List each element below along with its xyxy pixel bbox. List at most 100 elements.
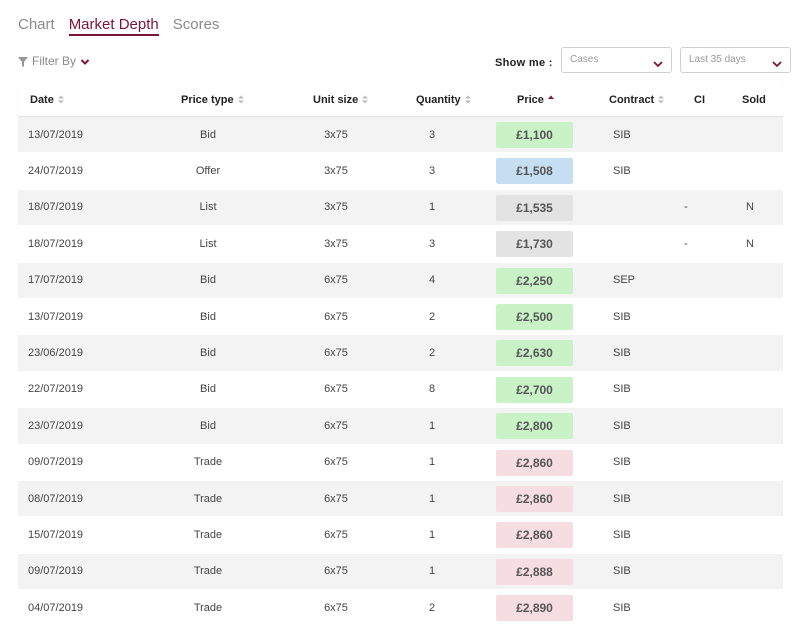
cell-sold bbox=[742, 263, 758, 298]
cell-date: 08/07/2019 bbox=[28, 492, 84, 505]
cell-sold bbox=[742, 372, 758, 407]
cell-contract bbox=[613, 226, 653, 261]
cell-ci: - bbox=[684, 201, 688, 214]
cell-price-type: List bbox=[199, 201, 217, 214]
cell-price-type: Offer bbox=[195, 165, 221, 178]
cell-unit-size: 3x75 bbox=[324, 165, 348, 178]
cell-unit-size: 6x75 bbox=[324, 528, 348, 541]
cell-quantity: 3 bbox=[428, 128, 436, 141]
cell-quantity: 4 bbox=[428, 274, 436, 287]
table-row: 23/07/2019 Bid 6x75 1 £2,800 SIB bbox=[18, 408, 783, 445]
cell-unit-size: 3x75 bbox=[324, 201, 348, 214]
tab-chart[interactable]: Chart bbox=[18, 16, 55, 33]
column-label: Contract bbox=[609, 93, 655, 106]
tab-market-depth[interactable]: Market Depth bbox=[68, 14, 159, 36]
view-tabs: Chart Market Depth Scores bbox=[18, 14, 219, 36]
cell-price-type: Trade bbox=[193, 456, 223, 469]
cell-ci bbox=[678, 299, 694, 334]
column-label: Price bbox=[517, 93, 544, 106]
filter-icon bbox=[18, 56, 28, 67]
cell-date: 13/07/2019 bbox=[28, 128, 84, 141]
filter-by-toggle[interactable]: Filter By bbox=[18, 54, 90, 68]
cell-price-type: Trade bbox=[193, 565, 223, 578]
cell-contract: SIB bbox=[613, 565, 631, 578]
cell-price-type: Trade bbox=[193, 528, 223, 541]
column-label: Price type bbox=[181, 93, 234, 106]
cell-unit-size: 6x75 bbox=[324, 274, 348, 287]
price-badge: £2,888 bbox=[496, 558, 573, 585]
price-badge: £1,535 bbox=[496, 194, 573, 221]
cell-ci bbox=[678, 263, 694, 298]
table-row: 04/07/2019 Trade 6x75 2 £2,890 SIB bbox=[18, 590, 783, 626]
column-label: Unit size bbox=[313, 93, 359, 106]
price-badge: £2,800 bbox=[496, 413, 573, 440]
price-badge: £2,860 bbox=[496, 485, 573, 512]
price-badge: £2,860 bbox=[496, 522, 573, 549]
cell-ci bbox=[678, 554, 694, 589]
unit-select[interactable]: Cases bbox=[561, 47, 672, 73]
cell-sold bbox=[742, 408, 758, 443]
price-badge: £1,100 bbox=[496, 122, 573, 148]
cell-ci bbox=[678, 408, 694, 443]
column-label: Date bbox=[30, 93, 54, 106]
price-badge: £2,890 bbox=[496, 595, 573, 622]
cell-contract: SIB bbox=[613, 128, 631, 141]
sort-icon bbox=[362, 95, 369, 104]
cell-contract: SIB bbox=[613, 601, 631, 614]
cell-contract: SIB bbox=[613, 456, 631, 469]
cell-sold bbox=[742, 554, 758, 589]
cell-quantity: 3 bbox=[428, 165, 436, 178]
column-header-contract[interactable]: Contract bbox=[609, 82, 665, 117]
table-row: 17/07/2019 Bid 6x75 4 £2,250 SEP bbox=[18, 262, 783, 299]
price-badge: £2,630 bbox=[496, 340, 573, 367]
cell-unit-size: 6x75 bbox=[324, 492, 348, 505]
cell-date: 18/07/2019 bbox=[28, 201, 84, 214]
price-badge: £2,700 bbox=[496, 376, 573, 403]
cell-date: 23/06/2019 bbox=[28, 347, 84, 360]
cell-quantity: 2 bbox=[428, 347, 436, 360]
cell-price-type: Bid bbox=[200, 383, 216, 396]
column-label: Sold bbox=[742, 93, 766, 106]
cell-ci bbox=[678, 335, 694, 370]
cell-price-type: Bid bbox=[200, 128, 216, 141]
cell-date: 24/07/2019 bbox=[28, 165, 84, 178]
price-badge: £1,508 bbox=[496, 158, 573, 185]
price-badge: £2,500 bbox=[496, 303, 573, 330]
cell-unit-size: 3x75 bbox=[324, 128, 348, 141]
table-row: 22/07/2019 Bid 6x75 8 £2,700 SIB bbox=[18, 371, 783, 409]
period-select[interactable]: Last 35 days bbox=[680, 47, 791, 73]
cell-price-type: Trade bbox=[193, 492, 223, 505]
cell-contract: SIB bbox=[613, 492, 631, 505]
cell-unit-size: 6x75 bbox=[324, 310, 348, 323]
cell-sold bbox=[742, 299, 758, 334]
sort-icon bbox=[464, 95, 471, 104]
cell-contract: SIB bbox=[613, 165, 631, 178]
column-header-price[interactable]: Price bbox=[517, 82, 554, 117]
cell-quantity: 2 bbox=[428, 310, 436, 323]
sort-asc-icon bbox=[547, 95, 554, 104]
cell-date: 13/07/2019 bbox=[28, 310, 84, 323]
cell-contract: SIB bbox=[613, 419, 631, 432]
tab-scores[interactable]: Scores bbox=[172, 16, 220, 33]
table-row: 15/07/2019 Trade 6x75 1 £2,860 SIB bbox=[18, 517, 783, 554]
column-header-sold: Sold bbox=[742, 82, 766, 117]
cell-ci bbox=[678, 153, 694, 188]
cell-date: 23/07/2019 bbox=[28, 419, 84, 432]
column-header-price-type[interactable]: Price type bbox=[181, 82, 244, 117]
cell-contract: SIB bbox=[613, 310, 631, 323]
column-header-unit-size[interactable]: Unit size bbox=[313, 82, 369, 117]
cell-unit-size: 6x75 bbox=[324, 419, 348, 432]
price-badge: £2,860 bbox=[496, 449, 573, 476]
cell-date: 09/07/2019 bbox=[28, 456, 84, 469]
cell-sold bbox=[742, 481, 758, 516]
cell-unit-size: 6x75 bbox=[324, 383, 348, 396]
cell-contract: SIB bbox=[613, 528, 631, 541]
table-row: 24/07/2019 Offer 3x75 3 £1,508 SIB bbox=[18, 153, 783, 190]
column-header-ci: CI bbox=[694, 82, 705, 117]
cell-ci bbox=[678, 445, 694, 480]
cell-ci bbox=[678, 590, 694, 625]
cell-date: 04/07/2019 bbox=[28, 601, 84, 614]
cell-date: 09/07/2019 bbox=[28, 565, 84, 578]
column-header-quantity[interactable]: Quantity bbox=[416, 82, 471, 117]
column-header-date[interactable]: Date bbox=[30, 82, 64, 117]
